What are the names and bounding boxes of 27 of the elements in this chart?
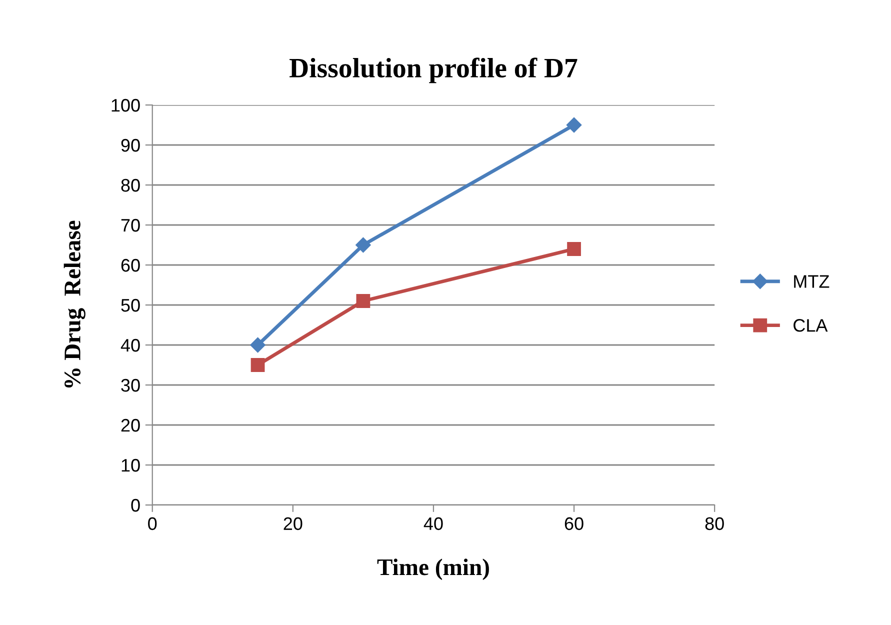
x-tick-label: 60 <box>564 517 584 530</box>
y-tick-label: 100 <box>112 98 140 112</box>
point <box>356 294 370 308</box>
y-tick-label: 0 <box>131 498 140 512</box>
x-tick-label: 40 <box>424 517 443 530</box>
x-tick-label: 20 <box>284 517 302 530</box>
x-axis-title: Time (min) <box>377 558 489 580</box>
y-axis-title: % Drug Release <box>64 220 86 388</box>
y-tick-label: 70 <box>121 218 140 232</box>
point <box>356 237 371 253</box>
y-tick-label: 40 <box>120 338 140 352</box>
point <box>566 117 582 133</box>
y-tick-label: 10 <box>122 458 140 472</box>
y-tick-label: 90 <box>121 138 140 152</box>
point <box>567 242 581 256</box>
y-tick-label: 80 <box>121 178 140 192</box>
legend-label: MTZ <box>794 275 830 288</box>
legend-label: CLA <box>794 319 828 332</box>
y-tick-label: 50 <box>121 298 140 312</box>
point <box>250 358 265 372</box>
y-tick-label: 20 <box>121 418 140 432</box>
point <box>250 337 266 353</box>
x-tick-label: 0 <box>148 517 157 530</box>
x-tick-label: 80 <box>705 517 724 530</box>
chart-title: Dissolution profile of D7 <box>290 58 578 84</box>
y-tick-label: 60 <box>121 258 140 272</box>
y-tick-label: 30 <box>121 378 140 392</box>
